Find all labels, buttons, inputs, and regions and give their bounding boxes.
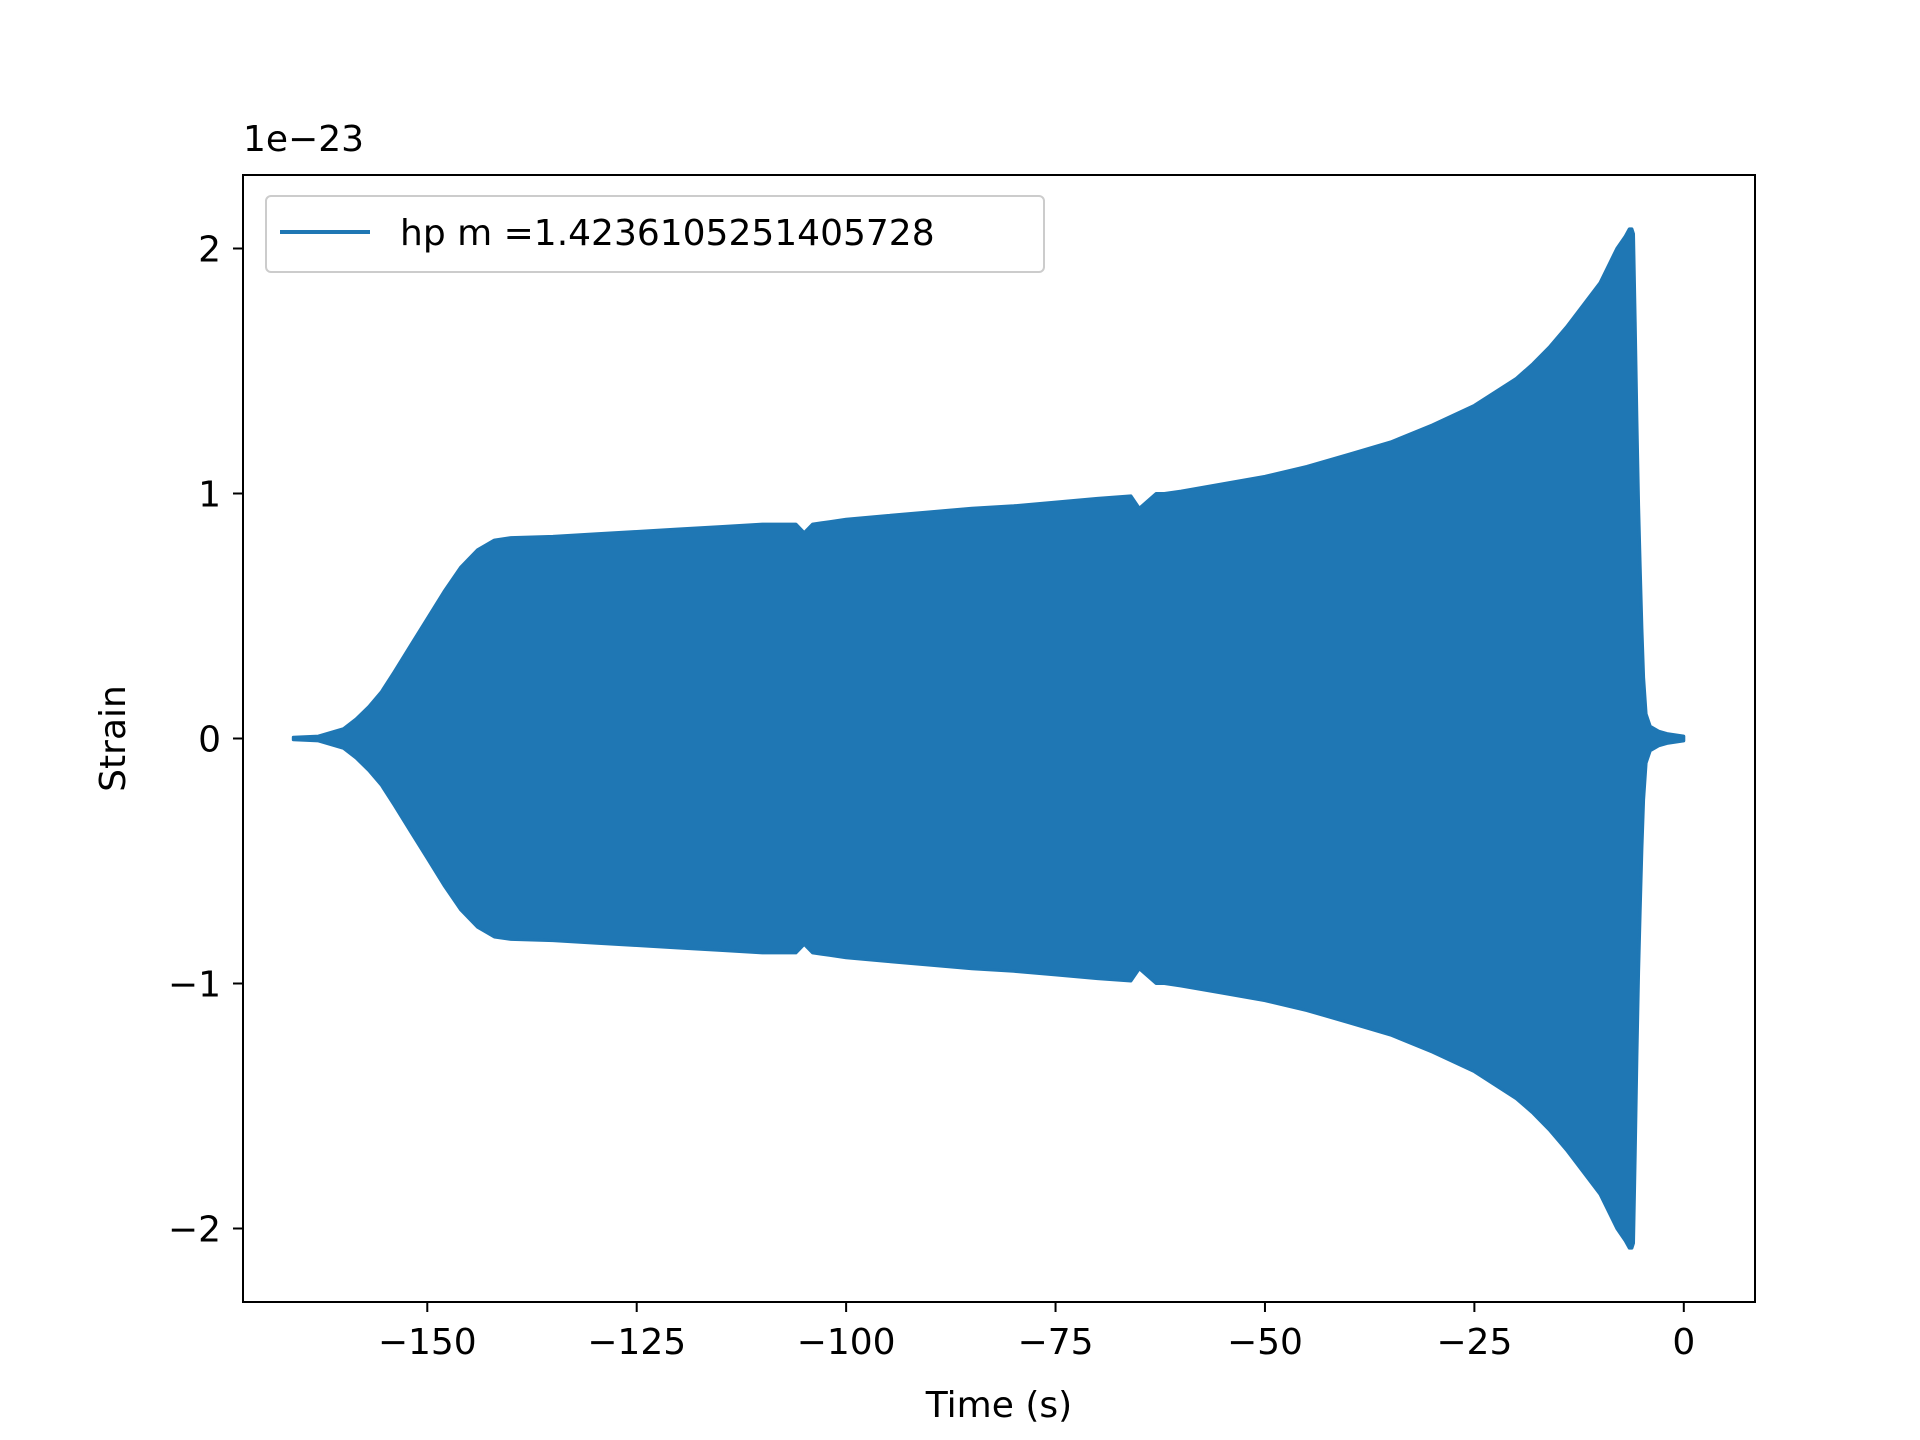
- legend-box: [265, 195, 1045, 273]
- x-tick-label: −25: [1436, 1322, 1512, 1363]
- y-tick-label: −1: [168, 965, 221, 1006]
- x-tick-label: −75: [1018, 1322, 1094, 1363]
- x-axis-label: Time (s): [925, 1385, 1072, 1426]
- legend: hp m =1.4236105251405728: [265, 195, 1045, 273]
- axes: −150 −125 −100 −75 −50 −25 0 2 1 0 −1 −2: [168, 174, 1756, 1363]
- y-tick-label: −2: [168, 1210, 221, 1251]
- y-ticks: 2 1 0 −1 −2: [168, 230, 243, 1251]
- y-tick-label: 2: [198, 230, 221, 271]
- x-tick-label: 0: [1672, 1322, 1695, 1363]
- x-tick-label: −100: [797, 1322, 896, 1363]
- plot-area: [291, 227, 1686, 1250]
- x-tick-label: −125: [587, 1322, 686, 1363]
- x-ticks: −150 −125 −100 −75 −50 −25 0: [378, 1302, 1695, 1363]
- legend-label-hp: hp m =1.4236105251405728: [400, 213, 935, 254]
- x-tick-label: −150: [378, 1322, 477, 1363]
- series-hp-waveform: [291, 227, 1686, 1250]
- y-offset-text: 1e−23: [243, 119, 364, 160]
- y-axis-label: Strain: [93, 685, 134, 792]
- x-tick-label: −50: [1227, 1322, 1303, 1363]
- y-tick-label: 0: [198, 720, 221, 761]
- y-tick-label: 1: [198, 475, 221, 516]
